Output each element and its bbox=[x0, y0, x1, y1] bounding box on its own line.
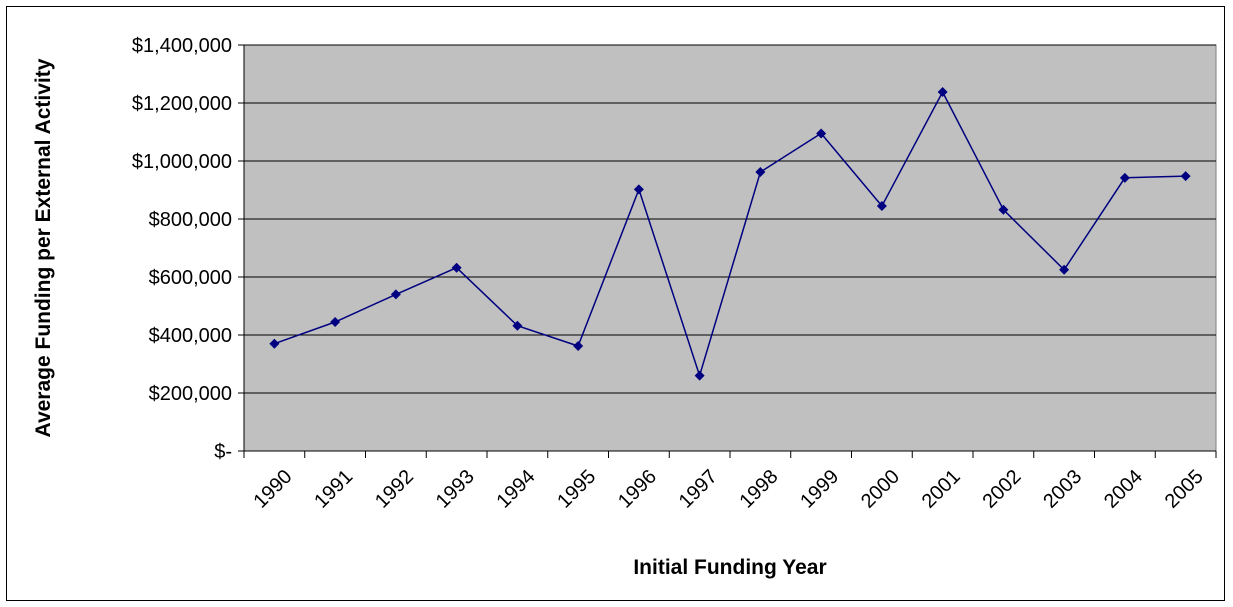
data-point bbox=[937, 86, 948, 97]
data-point bbox=[1059, 264, 1070, 275]
x-tick-label: 1993 bbox=[432, 466, 479, 513]
data-point bbox=[390, 289, 401, 300]
y-tick-label: $600,000 bbox=[149, 267, 232, 289]
x-tick-label: 2005 bbox=[1161, 466, 1208, 513]
y-tick-label: $1,400,000 bbox=[132, 35, 232, 57]
y-tick-label: $800,000 bbox=[149, 209, 232, 231]
y-axis-title: Average Funding per External Activity bbox=[32, 58, 55, 437]
data-point bbox=[876, 200, 887, 211]
y-tick-label: $400,000 bbox=[149, 325, 232, 347]
series-markers bbox=[269, 86, 1191, 381]
x-tick-label: 1990 bbox=[249, 466, 296, 513]
y-tick-label: $1,200,000 bbox=[132, 93, 232, 115]
data-point bbox=[512, 320, 523, 331]
data-point bbox=[694, 370, 705, 381]
data-point bbox=[816, 128, 827, 139]
data-point bbox=[573, 341, 584, 352]
x-axis: 1990 1991 1992 1993 1994 1995 1996 1997 1998 1999… bbox=[243, 450, 1217, 513]
data-point bbox=[1119, 172, 1130, 183]
data-point bbox=[451, 262, 462, 273]
x-tick-label: 1996 bbox=[614, 466, 661, 513]
data-point bbox=[633, 184, 644, 195]
data-point bbox=[998, 204, 1009, 215]
plot-area bbox=[243, 44, 1217, 452]
y-tick-label: $200,000 bbox=[149, 383, 232, 405]
y-tick-label: $- bbox=[214, 441, 232, 463]
x-tick-label: 1998 bbox=[735, 466, 782, 513]
x-tick-label: 1995 bbox=[553, 466, 600, 513]
data-point bbox=[755, 167, 766, 178]
x-tick-label: 2000 bbox=[857, 466, 904, 513]
data-point bbox=[269, 338, 280, 349]
x-tick-label: 2003 bbox=[1039, 466, 1086, 513]
x-axis-title: Initial Funding Year bbox=[633, 556, 826, 579]
x-tick-label: 1997 bbox=[675, 466, 722, 513]
series-line bbox=[274, 90, 1186, 379]
x-tick-label: 2001 bbox=[918, 466, 965, 513]
data-point bbox=[1180, 171, 1191, 182]
y-tick-label: $1,000,000 bbox=[132, 151, 232, 173]
x-tick-label: 2002 bbox=[978, 466, 1025, 513]
data-point bbox=[330, 316, 341, 327]
y-axis: $- $200,000 $400,000 $600,000 $800,000 $1,000… bbox=[132, 35, 245, 463]
x-tick-label: 1999 bbox=[796, 466, 843, 513]
x-tick-label: 1991 bbox=[310, 466, 357, 513]
x-tick-label: 1992 bbox=[371, 466, 418, 513]
x-tick-label: 2004 bbox=[1100, 466, 1147, 513]
gridlines bbox=[244, 44, 1216, 394]
x-tick-label: 1994 bbox=[492, 466, 539, 513]
